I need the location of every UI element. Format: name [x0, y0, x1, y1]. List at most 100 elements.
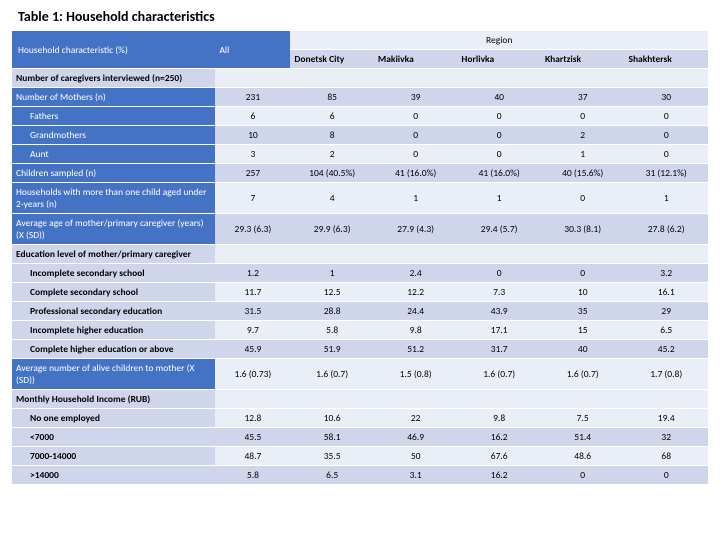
row-value: 16.2 — [457, 466, 541, 485]
row-value: 2.4 — [374, 264, 458, 283]
row-value: 1.6 (0.7) — [457, 359, 541, 390]
row-value: 67.6 — [457, 447, 541, 466]
row-value: 6.5 — [624, 321, 708, 340]
row-label: >14000 — [12, 466, 215, 485]
row-label: Complete secondary school — [12, 283, 215, 302]
row-label: Number of Mothers (n) — [12, 88, 215, 107]
row-label: 7000-14000 — [12, 447, 215, 466]
row-value: 6.5 — [290, 466, 374, 485]
row-value: 29.4 (5.7) — [457, 214, 541, 245]
row-value: 1 — [541, 145, 625, 164]
row-value: 6 — [290, 107, 374, 126]
row-value: 30.3 (8.1) — [541, 214, 625, 245]
row-label: Complete higher education or above — [12, 340, 215, 359]
row-value: 32 — [624, 428, 708, 447]
row-value: 41 (16.0%) — [457, 164, 541, 183]
row-value: 7 — [215, 183, 290, 214]
row-value: 1 — [290, 264, 374, 283]
row-value: 1.2 — [215, 264, 290, 283]
section-empty — [374, 245, 458, 264]
row-label: No one employed — [12, 409, 215, 428]
row-value: 11.7 — [215, 283, 290, 302]
section-empty — [457, 245, 541, 264]
row-value: 0 — [457, 264, 541, 283]
table-title: Table 1: Household characteristics — [12, 8, 708, 25]
row-value: 27.9 (4.3) — [374, 214, 458, 245]
row-value: 0 — [541, 466, 625, 485]
row-value: 9.8 — [457, 409, 541, 428]
row-value: 231 — [215, 88, 290, 107]
section-label: Monthly Household Income (RUB) — [12, 390, 215, 409]
row-value: 1.5 (0.8) — [374, 359, 458, 390]
row-value: 48.7 — [215, 447, 290, 466]
section-empty — [541, 245, 625, 264]
header-region-col: Donetsk City — [290, 50, 374, 69]
row-value: 257 — [215, 164, 290, 183]
row-value: 0 — [457, 107, 541, 126]
row-value: 12.8 — [215, 409, 290, 428]
row-value: 45.9 — [215, 340, 290, 359]
row-value: 22 — [374, 409, 458, 428]
row-value: 17.1 — [457, 321, 541, 340]
row-label: Average age of mother/primary caregiver … — [12, 214, 215, 245]
section-label: Number of caregivers interviewed (n=250) — [12, 69, 215, 88]
row-value: 0 — [541, 183, 625, 214]
row-label: Fathers — [12, 107, 215, 126]
section-empty — [541, 390, 625, 409]
row-value: 1 — [457, 183, 541, 214]
row-value: 10 — [541, 283, 625, 302]
row-value: 5.8 — [215, 466, 290, 485]
row-value: 10 — [215, 126, 290, 145]
header-all: All — [215, 31, 290, 69]
row-value: 9.7 — [215, 321, 290, 340]
row-value: 30 — [624, 88, 708, 107]
row-label: Children sampled (n) — [12, 164, 215, 183]
row-value: 29.3 (6.3) — [215, 214, 290, 245]
section-empty — [215, 390, 290, 409]
row-value: 46.9 — [374, 428, 458, 447]
section-empty — [215, 69, 290, 88]
row-value: 45.5 — [215, 428, 290, 447]
row-value: 51.4 — [541, 428, 625, 447]
row-label: Households with more than one child aged… — [12, 183, 215, 214]
row-value: 6 — [215, 107, 290, 126]
row-label: Incomplete higher education — [12, 321, 215, 340]
row-value: 104 (40.5%) — [290, 164, 374, 183]
row-value: 1.6 (0.7) — [290, 359, 374, 390]
header-region-col: Makiivka — [374, 50, 458, 69]
row-value: 12.2 — [374, 283, 458, 302]
row-value: 16.1 — [624, 283, 708, 302]
section-empty — [374, 390, 458, 409]
row-value: 58.1 — [290, 428, 374, 447]
row-value: 68 — [624, 447, 708, 466]
row-value: 1 — [374, 183, 458, 214]
header-region: Region — [290, 31, 708, 50]
row-value: 43.9 — [457, 302, 541, 321]
row-value: 0 — [457, 145, 541, 164]
row-value: 35 — [541, 302, 625, 321]
section-empty — [290, 245, 374, 264]
row-value: 0 — [624, 145, 708, 164]
row-value: 31 (12.1%) — [624, 164, 708, 183]
row-value: 1 — [624, 183, 708, 214]
section-empty — [374, 69, 458, 88]
row-value: 0 — [374, 107, 458, 126]
row-value: 39 — [374, 88, 458, 107]
section-empty — [624, 390, 708, 409]
section-empty — [290, 69, 374, 88]
section-empty — [457, 69, 541, 88]
row-value: 51.2 — [374, 340, 458, 359]
row-value: 27.8 (6.2) — [624, 214, 708, 245]
row-label: Grandmothers — [12, 126, 215, 145]
row-value: 0 — [374, 126, 458, 145]
row-value: 1.6 (0.7) — [541, 359, 625, 390]
household-table: Household characteristic (%)AllRegionDon… — [12, 31, 708, 485]
row-value: 37 — [541, 88, 625, 107]
row-value: 45.2 — [624, 340, 708, 359]
row-value: 3.2 — [624, 264, 708, 283]
section-empty — [541, 69, 625, 88]
row-value: 7.3 — [457, 283, 541, 302]
row-value: 31.7 — [457, 340, 541, 359]
row-value: 40 — [541, 340, 625, 359]
row-value: 1.6 (0.73) — [215, 359, 290, 390]
